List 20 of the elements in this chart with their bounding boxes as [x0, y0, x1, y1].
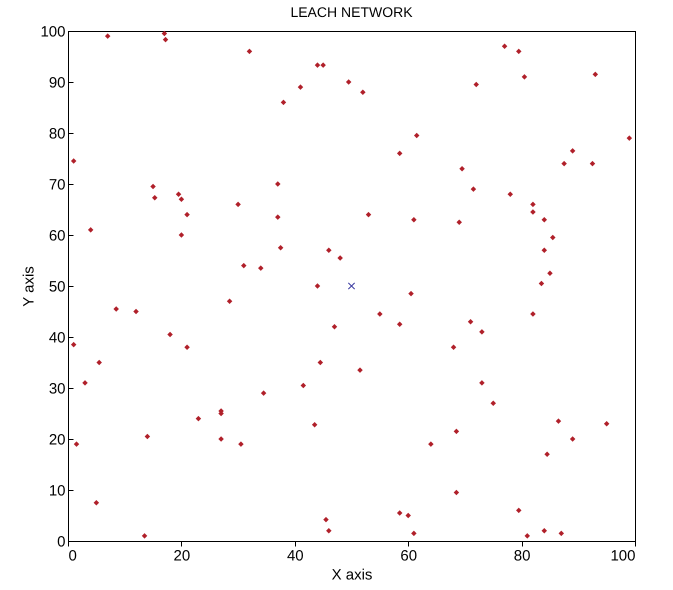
y-tick-label: 50: [48, 278, 66, 296]
x-tick-label: 60: [400, 548, 418, 564]
x-tick-label: 80: [514, 548, 530, 564]
y-tick-label: 80: [48, 126, 66, 142]
y-tick-label: 70: [48, 176, 66, 194]
x-axis-title: X axis: [332, 566, 372, 584]
x-tick-label: 20: [174, 548, 190, 564]
x-tick-label: 0: [68, 548, 77, 564]
y-tick-label: 10: [48, 482, 66, 500]
y-tick-label: 0: [57, 534, 66, 550]
y-axis-title: Y axis: [20, 266, 38, 307]
y-tick-label: 40: [48, 330, 66, 346]
x-tick-label: 100: [610, 548, 636, 564]
y-tick-label: 60: [48, 228, 66, 244]
y-tick-label: 20: [48, 432, 66, 448]
y-tick-label: 100: [40, 24, 66, 40]
chart-title: LEACH NETWORK: [290, 4, 414, 20]
x-tick-label: 40: [286, 548, 304, 564]
y-tick-label: 90: [48, 74, 66, 92]
y-tick-label: 30: [48, 380, 66, 398]
